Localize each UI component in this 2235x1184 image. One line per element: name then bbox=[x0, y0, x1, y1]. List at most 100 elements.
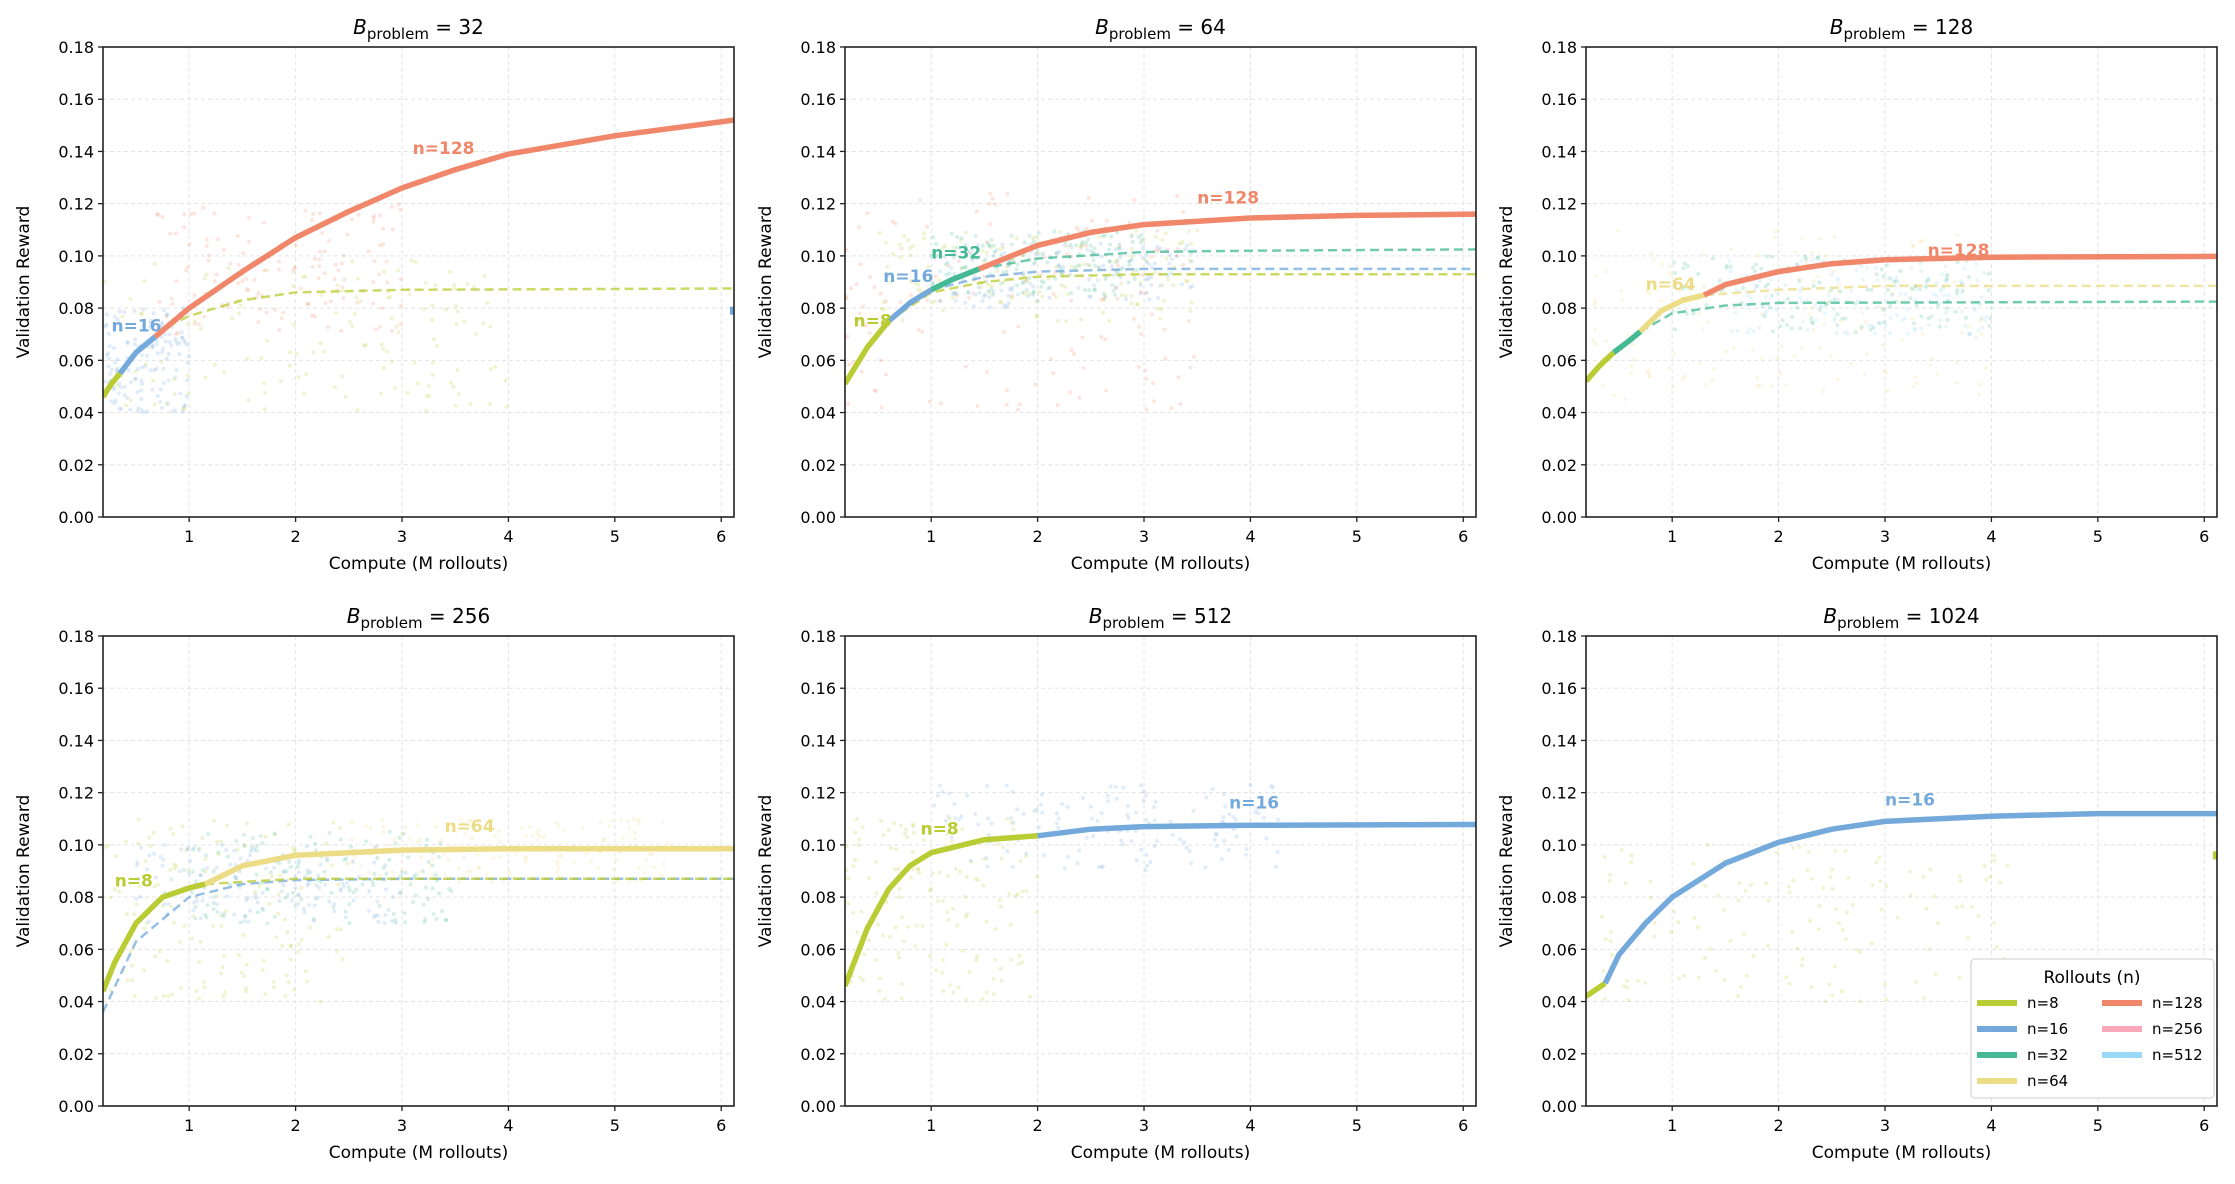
scatter-point bbox=[522, 856, 527, 861]
scatter-point bbox=[390, 919, 395, 924]
scatter-point bbox=[1643, 980, 1648, 985]
y-tick-label: 0.10 bbox=[800, 247, 836, 266]
scatter-point bbox=[324, 841, 329, 846]
scatter-point bbox=[1682, 261, 1687, 266]
scatter-point bbox=[1810, 257, 1815, 262]
scatter-point bbox=[284, 973, 289, 978]
scatter-point bbox=[425, 837, 430, 842]
scatter-point bbox=[1836, 276, 1841, 281]
scatter-point bbox=[443, 917, 448, 922]
scatter-point bbox=[320, 231, 325, 236]
scatter-point bbox=[1080, 795, 1085, 800]
scatter-point bbox=[314, 883, 319, 888]
scatter-point bbox=[1992, 853, 1997, 858]
scatter-point bbox=[356, 212, 361, 217]
scatter-point bbox=[956, 985, 961, 990]
scatter-point bbox=[219, 839, 224, 844]
scatter-point bbox=[1914, 303, 1919, 308]
y-tick-label: 0.08 bbox=[800, 888, 836, 907]
scatter-point bbox=[376, 919, 381, 924]
plot-area bbox=[845, 782, 1476, 1002]
scatter-point bbox=[226, 266, 231, 271]
scatter-point bbox=[1144, 793, 1149, 798]
scatter-point bbox=[1105, 793, 1110, 798]
scatter-point bbox=[925, 224, 930, 229]
y-tick-label: 0.14 bbox=[800, 731, 836, 750]
scatter-point bbox=[126, 368, 131, 373]
scatter-point bbox=[371, 219, 376, 224]
scatter-point bbox=[982, 856, 987, 861]
scatter-point bbox=[1146, 276, 1151, 281]
frontier-n=16 bbox=[886, 287, 933, 324]
marker-n=16 bbox=[730, 306, 734, 315]
scatter-point bbox=[1212, 837, 1217, 842]
scatter-point bbox=[332, 277, 337, 282]
scatter-point bbox=[292, 266, 297, 271]
scatter-point bbox=[872, 388, 877, 393]
scatter-point bbox=[1722, 977, 1727, 982]
scatter-point bbox=[214, 865, 219, 870]
scatter-point bbox=[236, 281, 241, 286]
x-tick-label: 1 bbox=[1667, 527, 1677, 546]
scatter-point bbox=[1009, 288, 1014, 293]
scatter-point bbox=[1829, 354, 1834, 359]
scatter-point bbox=[245, 356, 250, 361]
scatter-point bbox=[125, 395, 130, 400]
scatter-point bbox=[114, 368, 119, 373]
scatter-point bbox=[455, 368, 460, 373]
scatter-point bbox=[611, 867, 616, 872]
scatter-point bbox=[1882, 368, 1887, 373]
scatter-point bbox=[430, 360, 435, 365]
scatter-point bbox=[964, 874, 969, 879]
scatter-point bbox=[317, 211, 322, 216]
x-tick-label: 3 bbox=[1139, 1116, 1149, 1135]
scatter-point bbox=[977, 290, 982, 295]
scatter-point bbox=[272, 985, 277, 990]
scatter-point bbox=[477, 865, 482, 870]
scatter-point bbox=[253, 890, 258, 895]
scatter-point bbox=[1086, 237, 1091, 242]
scatter-point bbox=[1602, 854, 1607, 859]
scatter-point bbox=[950, 906, 955, 911]
scatter-point bbox=[147, 919, 152, 924]
scatter-point bbox=[1652, 934, 1657, 939]
scatter-point bbox=[898, 300, 903, 305]
scatter-point bbox=[1909, 286, 1914, 291]
scatter-point bbox=[399, 868, 404, 873]
scatter-point bbox=[1986, 271, 1991, 276]
scatter-point bbox=[254, 848, 259, 853]
scatter-point bbox=[1007, 286, 1012, 291]
scatter-point bbox=[963, 914, 968, 919]
scatter-point bbox=[398, 207, 403, 212]
scatter-point bbox=[336, 882, 341, 887]
scatter-point bbox=[1153, 234, 1158, 239]
scatter-point bbox=[1184, 845, 1189, 850]
scatter-point bbox=[181, 867, 186, 872]
scatter-point bbox=[1957, 874, 1962, 879]
scatter-point bbox=[952, 802, 957, 807]
scatter-point bbox=[116, 391, 121, 396]
scatter-point bbox=[392, 837, 397, 842]
scatter-point bbox=[1759, 355, 1764, 360]
scatter-point bbox=[1014, 267, 1019, 272]
scatter-point bbox=[1681, 377, 1686, 382]
scatter-point bbox=[1039, 802, 1044, 807]
scatter-point bbox=[150, 342, 155, 347]
scatter-point bbox=[1672, 351, 1677, 356]
y-tick-label: 0.06 bbox=[1541, 351, 1577, 370]
scatter-point bbox=[1922, 996, 1927, 1001]
scatter-point bbox=[1005, 303, 1010, 308]
scatter-point bbox=[167, 339, 172, 344]
scatter-point bbox=[1908, 296, 1913, 301]
scatter-point bbox=[1854, 268, 1859, 273]
scatter-point bbox=[192, 293, 197, 298]
scatter-point bbox=[184, 394, 189, 399]
scatter-point bbox=[1169, 256, 1174, 261]
scatter-point bbox=[234, 876, 239, 881]
scatter-point bbox=[351, 898, 356, 903]
scatter-point bbox=[104, 312, 109, 317]
title-subscript: problem bbox=[361, 614, 423, 632]
scatter-point bbox=[1747, 327, 1752, 332]
scatter-point bbox=[1130, 232, 1135, 237]
scatter-point bbox=[196, 848, 201, 853]
